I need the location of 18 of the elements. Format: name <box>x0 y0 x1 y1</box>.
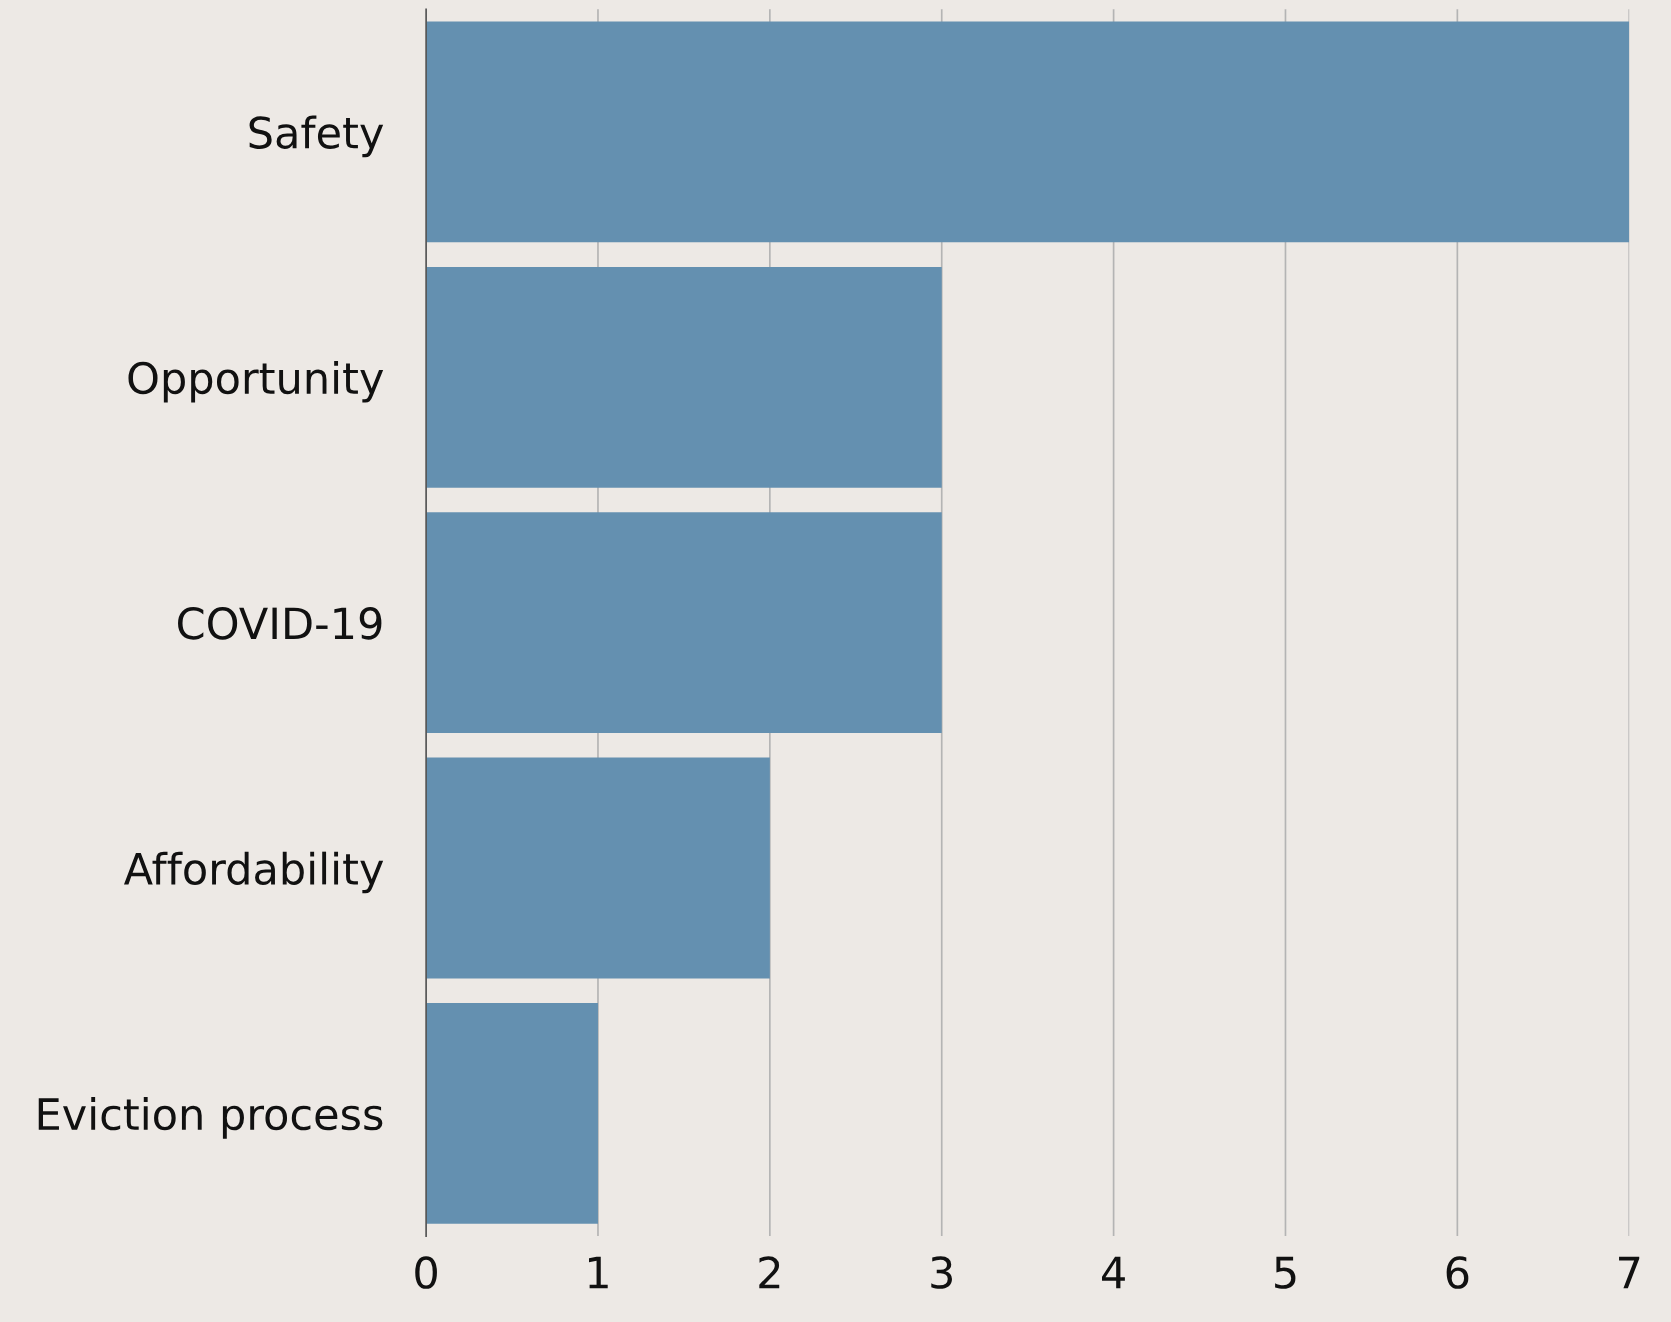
x-tick-label: 7 <box>1619 1256 1640 1289</box>
bar <box>426 757 770 979</box>
x-tick-label: 3 <box>931 1256 952 1289</box>
x-tick-label: 1 <box>589 1256 608 1289</box>
y-tick-label: Safety <box>249 115 384 158</box>
x-tick-label: 5 <box>1275 1256 1296 1289</box>
bar <box>426 512 942 734</box>
bar <box>426 1002 598 1224</box>
y-tick-label: Eviction process <box>38 1097 383 1139</box>
bar <box>426 21 1630 243</box>
x-tick-label: 6 <box>1446 1256 1469 1289</box>
bar <box>426 266 942 488</box>
y-tick-label: COVID-19 <box>178 607 382 640</box>
x-tick-label: 2 <box>759 1256 780 1289</box>
y-tick-label: Affordability <box>123 851 384 894</box>
y-tick-label: Opportunity <box>128 360 384 403</box>
x-tick-label: 0 <box>415 1256 437 1289</box>
x-tick-label: 4 <box>1102 1256 1125 1289</box>
